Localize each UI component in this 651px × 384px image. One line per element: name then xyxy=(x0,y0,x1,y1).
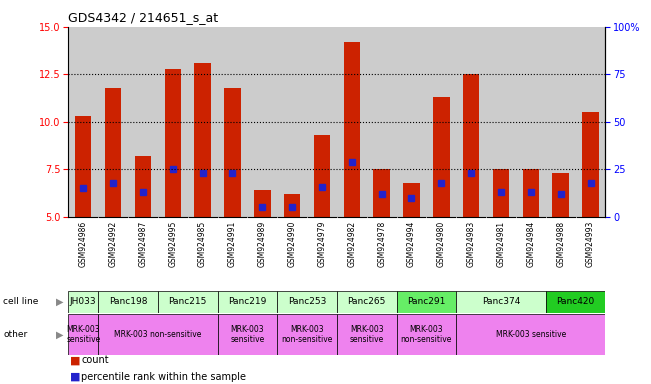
Bar xyxy=(217,291,277,313)
Text: Panc198: Panc198 xyxy=(109,297,147,306)
Text: percentile rank within the sample: percentile rank within the sample xyxy=(81,372,246,382)
Text: GSM924980: GSM924980 xyxy=(437,220,446,267)
Text: Panc420: Panc420 xyxy=(557,297,595,306)
Text: GSM924978: GSM924978 xyxy=(377,220,386,267)
Bar xyxy=(456,291,546,313)
Bar xyxy=(396,27,426,217)
Bar xyxy=(553,173,569,217)
Bar xyxy=(254,190,271,217)
Text: ▶: ▶ xyxy=(56,297,64,307)
Text: GSM924993: GSM924993 xyxy=(586,220,595,267)
Bar xyxy=(68,27,98,217)
Text: GSM924988: GSM924988 xyxy=(556,220,565,267)
Bar xyxy=(277,314,337,355)
Bar xyxy=(128,27,158,217)
Bar xyxy=(277,291,337,313)
Bar xyxy=(187,27,217,217)
Bar xyxy=(98,291,158,313)
Text: GSM924991: GSM924991 xyxy=(228,220,237,267)
Text: count: count xyxy=(81,355,109,365)
Text: MRK-003
sensitive: MRK-003 sensitive xyxy=(66,325,100,344)
Text: MRK-003
sensitive: MRK-003 sensitive xyxy=(350,325,384,344)
Bar xyxy=(337,27,367,217)
Bar xyxy=(247,27,277,217)
Text: GSM924987: GSM924987 xyxy=(139,220,147,267)
Bar xyxy=(546,291,605,313)
Text: ▶: ▶ xyxy=(56,329,64,339)
Text: ■: ■ xyxy=(70,355,80,365)
Bar xyxy=(158,27,187,217)
Text: GSM924986: GSM924986 xyxy=(79,220,88,267)
Bar xyxy=(396,314,456,355)
Bar xyxy=(456,314,605,355)
Text: MRK-003
non-sensitive: MRK-003 non-sensitive xyxy=(401,325,452,344)
Bar xyxy=(158,291,217,313)
Bar xyxy=(374,169,390,217)
Text: Panc374: Panc374 xyxy=(482,297,520,306)
Bar xyxy=(68,314,98,355)
Bar xyxy=(277,27,307,217)
Bar xyxy=(396,291,456,313)
Bar xyxy=(486,27,516,217)
Text: GSM924984: GSM924984 xyxy=(527,220,535,267)
Bar xyxy=(337,291,396,313)
Bar xyxy=(307,27,337,217)
Bar xyxy=(493,169,509,217)
Bar xyxy=(463,74,479,217)
Bar xyxy=(75,116,92,217)
Text: Panc291: Panc291 xyxy=(408,297,445,306)
Bar xyxy=(98,27,128,217)
Bar xyxy=(546,27,575,217)
Text: other: other xyxy=(3,330,27,339)
Text: GSM924994: GSM924994 xyxy=(407,220,416,267)
Bar xyxy=(284,194,300,217)
Text: MRK-003 sensitive: MRK-003 sensitive xyxy=(495,330,566,339)
Text: GSM924982: GSM924982 xyxy=(348,220,356,267)
Text: GSM924990: GSM924990 xyxy=(288,220,297,267)
Bar xyxy=(98,314,217,355)
Bar xyxy=(582,113,599,217)
Bar xyxy=(105,88,121,217)
Bar xyxy=(337,314,396,355)
Text: GSM924981: GSM924981 xyxy=(497,220,505,267)
Text: GDS4342 / 214651_s_at: GDS4342 / 214651_s_at xyxy=(68,11,219,24)
Bar xyxy=(433,97,450,217)
Text: Panc219: Panc219 xyxy=(229,297,266,306)
Bar xyxy=(523,169,539,217)
Text: GSM924995: GSM924995 xyxy=(169,220,177,267)
Text: GSM924983: GSM924983 xyxy=(467,220,476,267)
Bar xyxy=(367,27,396,217)
Bar xyxy=(195,63,211,217)
Text: cell line: cell line xyxy=(3,297,38,306)
Bar xyxy=(314,135,330,217)
Text: Panc253: Panc253 xyxy=(288,297,326,306)
Bar xyxy=(344,42,360,217)
Bar xyxy=(426,27,456,217)
Bar xyxy=(403,183,420,217)
Bar xyxy=(456,27,486,217)
Text: MRK-003
non-sensitive: MRK-003 non-sensitive xyxy=(281,325,333,344)
Bar xyxy=(217,27,247,217)
Text: Panc265: Panc265 xyxy=(348,297,386,306)
Text: Panc215: Panc215 xyxy=(169,297,207,306)
Bar xyxy=(516,27,546,217)
Bar xyxy=(165,69,181,217)
Text: MRK-003
sensitive: MRK-003 sensitive xyxy=(230,325,264,344)
Text: GSM924985: GSM924985 xyxy=(198,220,207,267)
Bar xyxy=(575,27,605,217)
Text: GSM924992: GSM924992 xyxy=(109,220,118,267)
Text: ■: ■ xyxy=(70,372,80,382)
Text: JH033: JH033 xyxy=(70,297,96,306)
Bar xyxy=(135,156,151,217)
Bar xyxy=(217,314,277,355)
Text: GSM924979: GSM924979 xyxy=(318,220,326,267)
Bar xyxy=(224,88,241,217)
Text: GSM924989: GSM924989 xyxy=(258,220,267,267)
Bar xyxy=(68,291,98,313)
Text: MRK-003 non-sensitive: MRK-003 non-sensitive xyxy=(114,330,202,339)
